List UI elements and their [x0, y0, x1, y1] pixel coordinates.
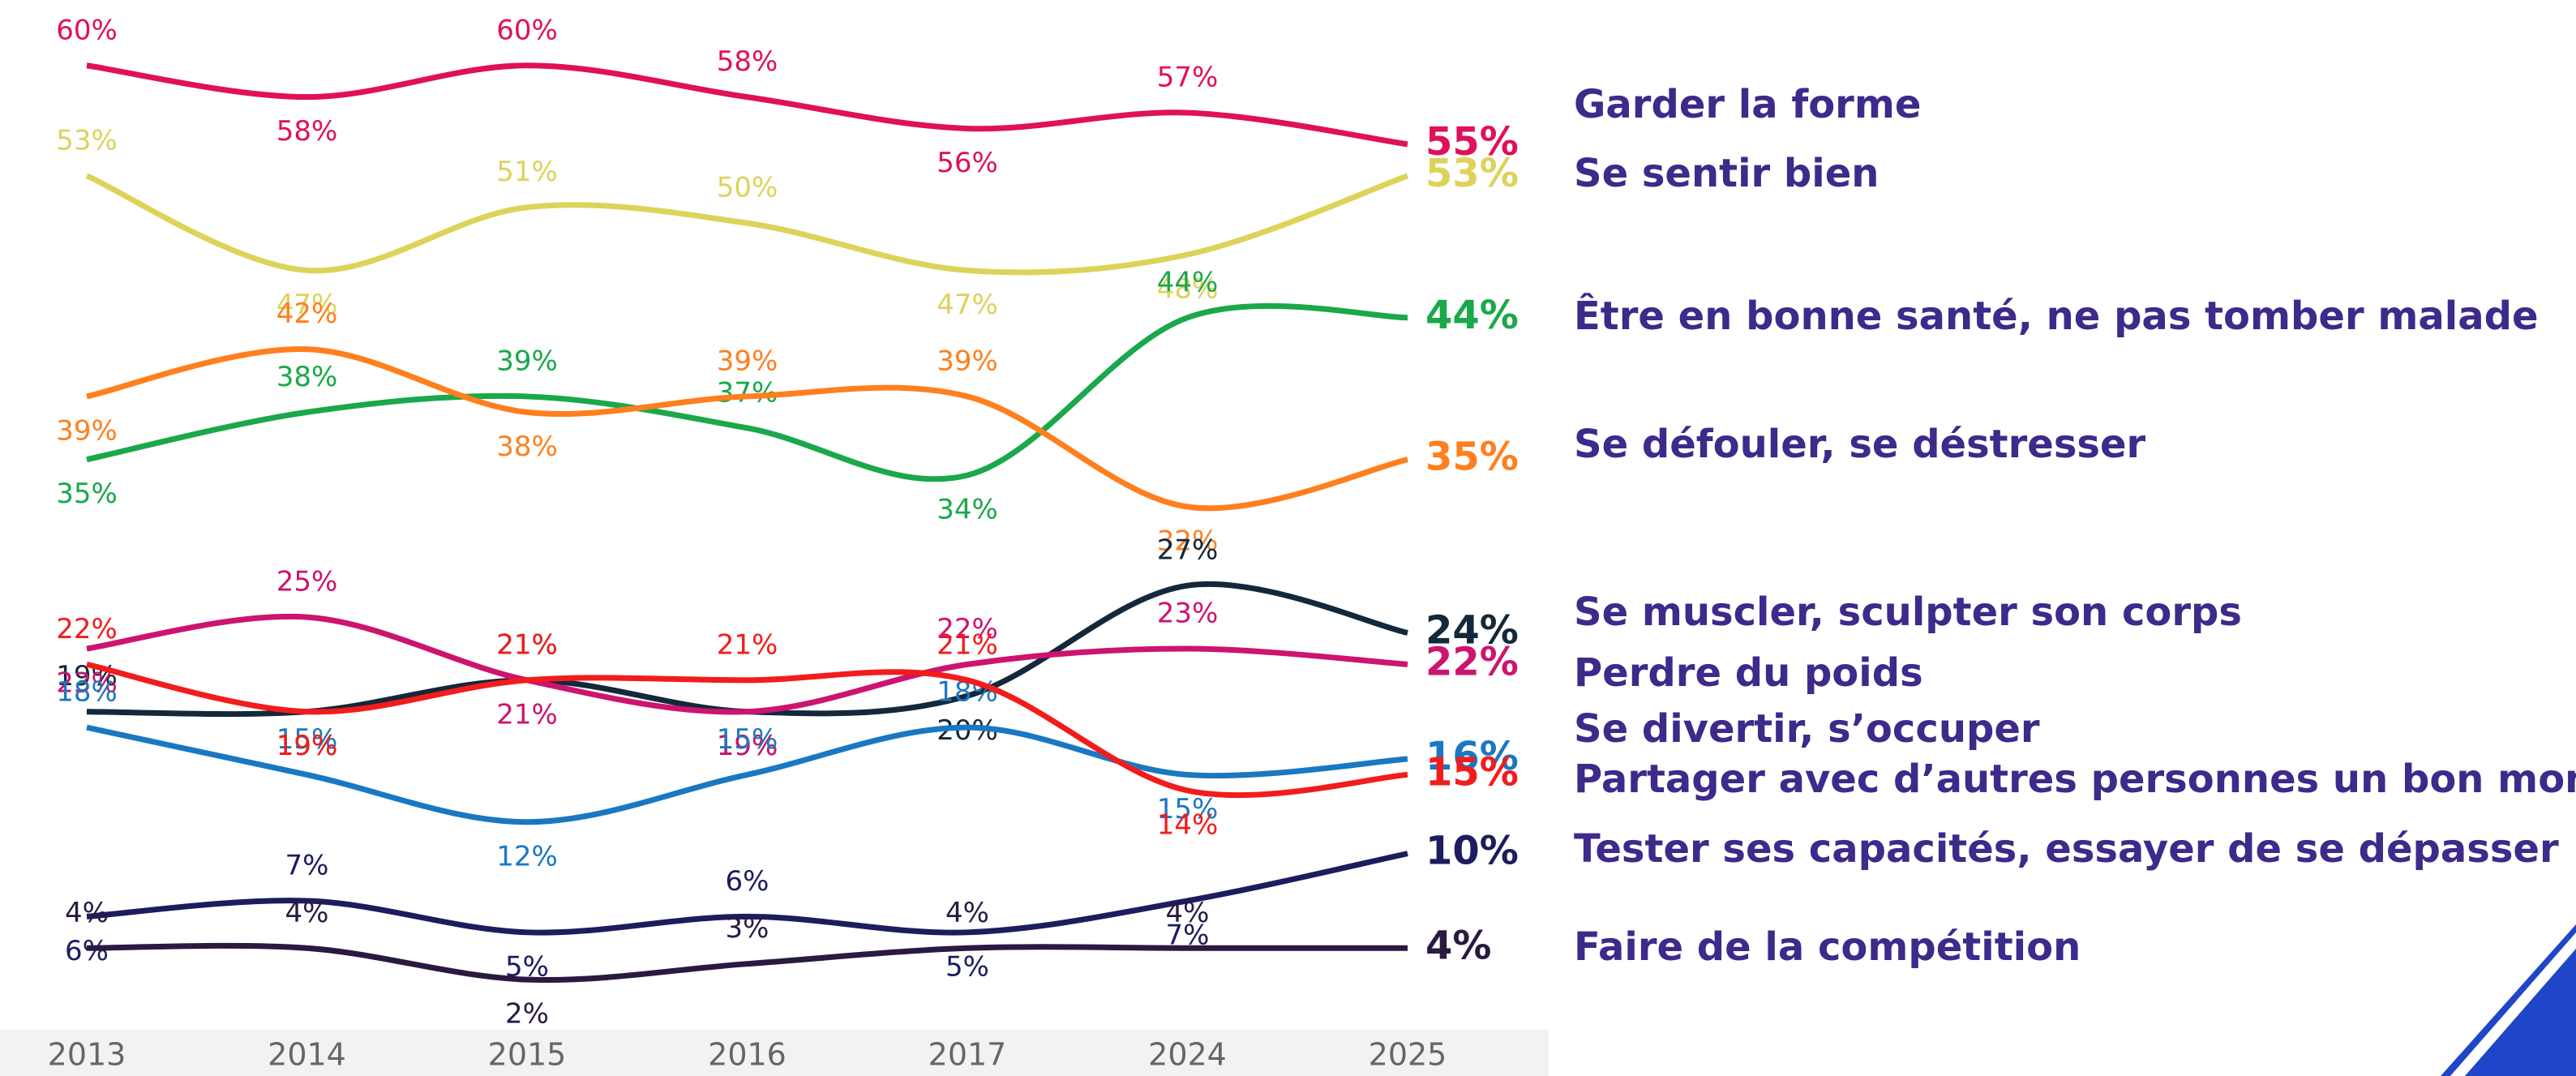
data-label: 4% — [945, 897, 989, 929]
data-label: 6% — [726, 865, 769, 898]
x-tick-label: 2013 — [48, 1037, 126, 1073]
data-label: 6% — [65, 935, 109, 967]
data-label: 47% — [276, 289, 338, 321]
x-tick-label: 2025 — [1369, 1037, 1447, 1073]
data-label: 39% — [56, 414, 118, 447]
line — [86, 661, 1408, 799]
axis-band — [0, 1030, 1549, 1076]
data-label: 12% — [496, 840, 558, 872]
data-label: 19% — [717, 730, 778, 762]
data-label: 22% — [56, 613, 118, 645]
data-label: 25% — [276, 566, 338, 598]
corner-stripe — [2441, 924, 2576, 1076]
data-label: 15% — [276, 723, 338, 756]
end-value-label: 55% — [1425, 119, 1519, 165]
data-label: 39% — [937, 345, 998, 377]
end-value-label: 35% — [1425, 435, 1519, 480]
legend-label: Garder la forme — [1574, 82, 1921, 127]
legend-label: Tester ses capacités, essayer de se dépa… — [1574, 826, 2559, 872]
line — [86, 346, 1408, 512]
data-label: 39% — [717, 345, 778, 377]
line — [86, 302, 1408, 482]
data-label: 42% — [276, 298, 338, 330]
data-label: 21% — [496, 698, 558, 731]
data-label: 56% — [937, 147, 998, 179]
end-value-label: 44% — [1425, 293, 1519, 338]
data-label: 57% — [1157, 62, 1219, 94]
data-label: 58% — [276, 115, 338, 148]
data-label: 4% — [65, 897, 109, 929]
data-label: 51% — [496, 156, 558, 188]
data-label: 38% — [496, 431, 558, 463]
data-label: 14% — [1157, 808, 1219, 841]
x-tick-label: 2016 — [708, 1037, 787, 1073]
data-label: 34% — [937, 494, 998, 526]
legend-label: Être en bonne santé, ne pas tomber malad… — [1574, 293, 2539, 339]
data-label: 48% — [1157, 273, 1219, 306]
end-value-label: 53% — [1425, 151, 1519, 196]
end-value-label: 22% — [1425, 639, 1519, 684]
data-label: 47% — [937, 289, 998, 321]
line — [86, 942, 1408, 984]
data-label: 5% — [945, 950, 989, 983]
end-value-label: 16% — [1425, 734, 1519, 779]
data-label: 3% — [726, 912, 769, 945]
x-tick-label: 2017 — [928, 1037, 1007, 1073]
data-label: 2% — [505, 998, 549, 1031]
data-label: 27% — [1157, 534, 1219, 567]
data-label: 21% — [937, 628, 998, 661]
x-tick-label: 2014 — [268, 1037, 346, 1073]
data-label: 22% — [937, 613, 998, 645]
data-label: 19% — [276, 730, 338, 762]
end-value-label: 24% — [1425, 608, 1519, 654]
line — [86, 851, 1408, 936]
data-label: 23% — [1157, 597, 1219, 629]
legend-label: Partager avec d’autres personnes un bon … — [1574, 757, 2576, 802]
data-label: 58% — [717, 45, 778, 78]
legend-label: Se sentir bien — [1574, 151, 1879, 196]
line — [86, 613, 1408, 715]
corner-decoration — [2465, 949, 2576, 1076]
end-value-label: 15% — [1425, 749, 1519, 795]
data-label: 38% — [276, 361, 338, 393]
legend-label: Perdre du poids — [1574, 650, 1923, 696]
data-label: 21% — [496, 628, 558, 661]
data-label: 15% — [1157, 793, 1219, 825]
data-label: 60% — [56, 14, 118, 46]
data-label: 50% — [717, 172, 778, 204]
legend-label: Faire de la compétition — [1574, 924, 2081, 970]
data-label: 19% — [717, 730, 778, 762]
data-label: 4% — [1166, 897, 1210, 929]
legend-label: Se muscler, sculpter son corps — [1574, 589, 2242, 635]
x-tick-label: 2024 — [1148, 1037, 1227, 1073]
data-label: 39% — [496, 345, 558, 377]
legend-label: Se défouler, se déstresser — [1574, 422, 2146, 467]
data-label: 35% — [56, 478, 118, 510]
data-label: 7% — [285, 849, 329, 881]
data-label: 44% — [1157, 266, 1219, 298]
line — [86, 724, 1408, 825]
data-label: 21% — [496, 628, 558, 661]
line — [86, 62, 1408, 148]
data-label: 19% — [276, 730, 338, 762]
line — [85, 173, 1409, 276]
x-tick-label: 2015 — [488, 1037, 567, 1073]
data-label: 15% — [717, 723, 778, 756]
data-label: 60% — [496, 14, 558, 46]
data-label: 18% — [56, 676, 118, 709]
data-label: 21% — [717, 628, 778, 661]
legend-label: Se divertir, s’occuper — [1574, 706, 2040, 752]
end-value-label: 4% — [1425, 923, 1492, 968]
data-label: 32% — [1157, 525, 1219, 558]
data-label: 4% — [285, 897, 329, 929]
data-label: 53% — [56, 124, 118, 156]
end-value-label: 10% — [1425, 829, 1519, 874]
